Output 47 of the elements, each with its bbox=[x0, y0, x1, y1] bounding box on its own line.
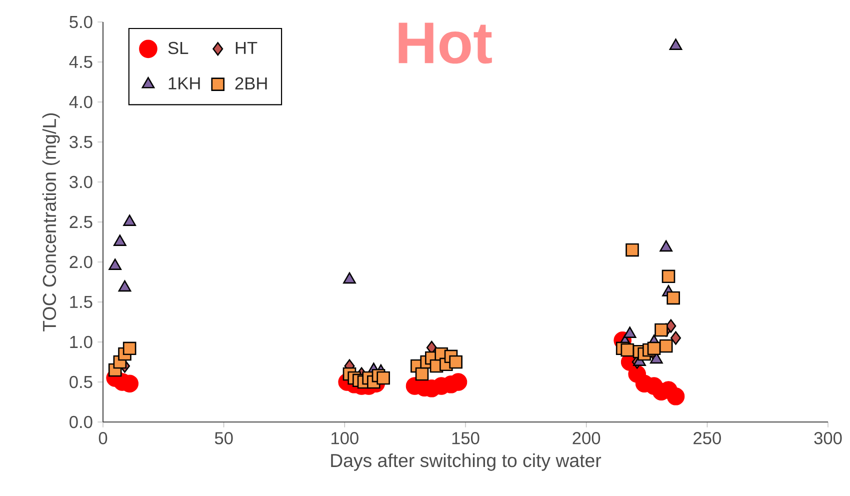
point bbox=[666, 319, 676, 333]
y-axis-title: TOC Concentration (mg/L) bbox=[42, 113, 60, 332]
legend-label: 2BH bbox=[235, 77, 267, 90]
point bbox=[660, 240, 673, 252]
point bbox=[620, 343, 634, 357]
y-tick-label: 4.5 bbox=[69, 56, 92, 68]
point bbox=[626, 243, 639, 257]
x-tick-label: 250 bbox=[694, 432, 721, 444]
point bbox=[343, 272, 356, 284]
point bbox=[376, 371, 390, 385]
point bbox=[666, 291, 680, 305]
legend-label: SL bbox=[168, 42, 188, 54]
y-tick-label: 5.0 bbox=[70, 16, 92, 28]
x-tick-label: 100 bbox=[332, 432, 358, 444]
y-tick-label: 3.5 bbox=[70, 136, 92, 148]
point bbox=[123, 214, 136, 226]
legend-label: 1KH bbox=[168, 77, 200, 90]
y-tick-label: 4.0 bbox=[69, 96, 92, 108]
point bbox=[666, 388, 685, 406]
chart-title: Hot bbox=[398, 22, 492, 64]
point bbox=[654, 323, 668, 337]
point bbox=[114, 234, 126, 246]
point bbox=[415, 367, 429, 381]
point bbox=[122, 342, 136, 356]
y-tick-label: 2.5 bbox=[70, 216, 92, 228]
point bbox=[449, 355, 462, 369]
point bbox=[647, 342, 661, 356]
y-tick-label: 1.0 bbox=[70, 336, 92, 348]
x-tick-label: 50 bbox=[214, 432, 233, 444]
x-tick-label: 200 bbox=[572, 432, 600, 444]
y-tick-label: 1.5 bbox=[70, 296, 92, 308]
point bbox=[662, 270, 676, 284]
x-tick-label: 0 bbox=[98, 432, 108, 444]
x-tick-label: 150 bbox=[452, 432, 480, 444]
point bbox=[670, 331, 682, 345]
point bbox=[108, 258, 122, 270]
legend-label: HT bbox=[236, 42, 258, 54]
point bbox=[118, 280, 132, 292]
y-tick-label: 0.0 bbox=[70, 416, 92, 428]
y-tick-label: 2.0 bbox=[70, 256, 92, 268]
y-tick-label: 3.0 bbox=[70, 176, 92, 188]
y-tick-label: 0.5 bbox=[70, 376, 92, 388]
x-axis-title: Days after switching to city water bbox=[331, 453, 602, 471]
point bbox=[623, 326, 636, 338]
x-tick-label: 300 bbox=[814, 432, 842, 444]
point bbox=[659, 339, 673, 353]
point bbox=[669, 38, 682, 50]
